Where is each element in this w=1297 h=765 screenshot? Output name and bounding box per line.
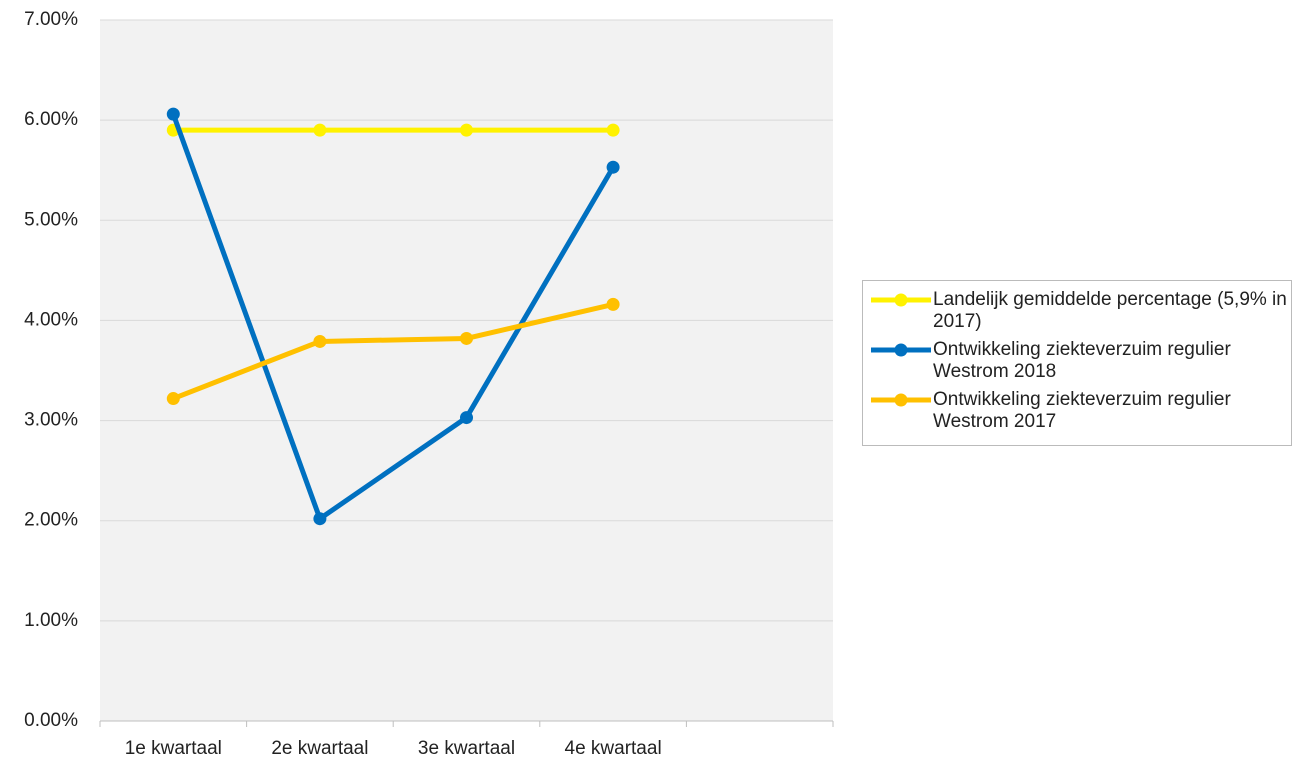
data-point [460, 123, 473, 137]
x-tick-label: 2e kwartaal [271, 738, 368, 759]
x-tick-label: 4e kwartaal [565, 738, 662, 759]
data-point [606, 297, 620, 311]
data-point [606, 160, 620, 174]
y-tick-label: 1.00% [24, 610, 78, 631]
series-line [170, 113, 616, 522]
legend-item: Landelijk gemiddelde percentage (5,9% in… [869, 289, 1291, 333]
legend-label: Landelijk gemiddelde percentage (5,9% in… [933, 289, 1287, 332]
y-tick-label: 7.00% [24, 9, 78, 30]
data-point [313, 512, 327, 526]
y-tick-label: 2.00% [24, 510, 78, 531]
series-line [172, 301, 614, 401]
legend-item: Ontwikkeling ziekteverzuim regulier West… [869, 389, 1291, 433]
y-tick-label: 3.00% [24, 410, 78, 431]
data-point [313, 334, 327, 348]
x-tick-label: 1e kwartaal [125, 738, 222, 759]
y-tick-label: 0.00% [24, 710, 78, 731]
legend-symbol [871, 393, 931, 407]
data-point [166, 392, 180, 406]
legend-label: Ontwikkeling ziekteverzuim regulier West… [933, 389, 1231, 432]
data-point [460, 411, 473, 425]
legend: Landelijk gemiddelde percentage (5,9% in… [862, 280, 1292, 446]
legend-marker [894, 393, 908, 407]
legend-item: Ontwikkeling ziekteverzuim regulier West… [869, 339, 1291, 383]
legend-marker [894, 293, 908, 307]
legend-symbol [871, 343, 931, 357]
legend-label: Ontwikkeling ziekteverzuim regulier West… [933, 339, 1231, 382]
plot-area [100, 20, 833, 721]
legend-symbol [871, 293, 931, 307]
data-point [313, 123, 327, 137]
x-tick-label: 3e kwartaal [418, 738, 515, 759]
legend-marker [894, 343, 908, 357]
data-point [460, 331, 473, 345]
y-tick-label: 4.00% [24, 309, 78, 330]
y-tick-label: 5.00% [24, 209, 78, 230]
y-tick-label: 6.00% [24, 109, 78, 130]
data-point [606, 123, 620, 137]
data-point [166, 107, 180, 121]
